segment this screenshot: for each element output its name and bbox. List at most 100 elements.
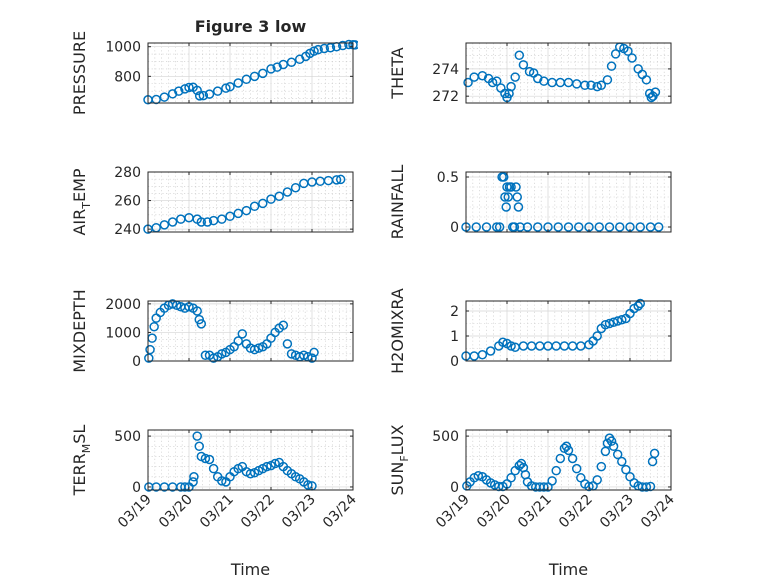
data-point	[522, 222, 533, 232]
data-point	[241, 74, 252, 85]
data-point	[649, 448, 660, 459]
data-point	[580, 80, 590, 91]
axes-frame	[465, 171, 672, 233]
data-point	[204, 89, 215, 99]
axes-frame	[147, 300, 354, 362]
data-point	[485, 346, 496, 356]
data-point	[194, 91, 205, 101]
y-axis-label: AIRTEMP	[70, 168, 93, 235]
data-point	[189, 472, 199, 482]
data-point	[208, 353, 219, 363]
y-axis-label: RAINFALL	[388, 165, 407, 240]
data-point	[492, 222, 502, 232]
data-point	[274, 191, 284, 202]
data-point	[487, 77, 498, 88]
data-point	[331, 175, 342, 185]
y-axis-label: SUNFLUX	[388, 424, 411, 495]
subplot-2: 272 274 THETA	[388, 42, 672, 105]
data-point	[208, 463, 219, 474]
y-tick-label: 260	[114, 194, 141, 210]
y-tick-label: 500	[432, 429, 459, 445]
y-tick-label: 0.5	[437, 170, 459, 186]
x-tick-label: 03/19	[433, 492, 473, 532]
data-point	[586, 80, 596, 91]
data-point	[204, 454, 215, 465]
data-point	[309, 46, 319, 56]
data-point	[524, 66, 535, 77]
data-point	[498, 172, 509, 182]
data-point	[606, 61, 617, 71]
data-point	[145, 344, 155, 355]
data-point	[571, 463, 582, 474]
data-point	[606, 436, 617, 446]
data-point	[509, 222, 520, 232]
data-point	[233, 336, 243, 346]
data-point	[615, 222, 625, 232]
x-tick-label: 03/24	[320, 491, 360, 531]
y-tick-label: 800	[114, 69, 141, 85]
subplot-8: 0 500 03/19 03/20 03/21 03/22 03/23 03/24 SUNFLU…	[388, 424, 678, 579]
data-point	[473, 471, 484, 481]
data-point	[249, 344, 260, 355]
data-point	[650, 87, 661, 97]
x-axis-label: Time	[548, 560, 588, 579]
data-point	[604, 222, 615, 232]
data-point	[602, 75, 613, 85]
data-point	[477, 350, 488, 360]
y-tick-label: 1	[450, 329, 459, 345]
y-tick-label: 0	[132, 480, 141, 496]
y-tick-label: 1000	[105, 325, 141, 341]
data-point	[221, 83, 231, 93]
data-point	[553, 222, 563, 232]
data-point	[512, 192, 522, 202]
data-point	[498, 337, 508, 347]
data-point	[237, 329, 248, 339]
data-point	[196, 319, 207, 329]
data-point	[563, 222, 574, 232]
data-series	[461, 298, 645, 361]
data-point	[610, 49, 621, 59]
data-point	[506, 473, 516, 483]
y-axis-label: H2OMIXRA	[388, 288, 407, 374]
subplot-3: 240 260 280 AIRTEMP	[70, 165, 354, 238]
data-point	[506, 182, 516, 192]
data-point	[212, 86, 223, 96]
y-tick-label: 0	[450, 354, 459, 370]
data-point	[338, 40, 348, 51]
y-tick-label: 0	[450, 480, 459, 496]
axes-frame	[147, 171, 354, 233]
data-point	[494, 222, 505, 232]
data-point	[241, 205, 252, 216]
data-point	[604, 318, 615, 329]
data-point	[513, 202, 524, 212]
axes-frame	[147, 42, 354, 104]
y-tick-label: 2000	[105, 297, 141, 313]
y-tick-label: 500	[114, 429, 141, 445]
data-point	[225, 211, 235, 222]
data-point	[621, 464, 631, 475]
data-point	[249, 201, 260, 212]
data-point	[233, 208, 243, 219]
data-point	[641, 75, 652, 85]
chart-title: Figure 3 low	[195, 17, 307, 36]
data-point	[533, 222, 543, 232]
data-point	[653, 222, 664, 232]
data-point	[174, 86, 184, 96]
data-point	[286, 349, 297, 359]
data-point	[299, 350, 309, 361]
data-point	[253, 343, 264, 353]
x-tick-label: 03/22	[238, 492, 278, 532]
y-axis-label: TERRMSL	[70, 425, 93, 497]
subplot-5: 0 1000 2000 MIXDEPTH	[70, 289, 354, 373]
data-point	[506, 341, 516, 351]
y-tick-label: 274	[432, 62, 459, 78]
data-point	[319, 43, 330, 54]
data-point	[278, 320, 289, 331]
x-tick-label: 03/22	[556, 492, 596, 532]
data-point	[282, 339, 293, 349]
data-point	[262, 461, 272, 472]
data-point	[202, 217, 213, 227]
data-point	[574, 222, 584, 232]
data-point	[245, 468, 256, 479]
data-point	[510, 72, 520, 82]
